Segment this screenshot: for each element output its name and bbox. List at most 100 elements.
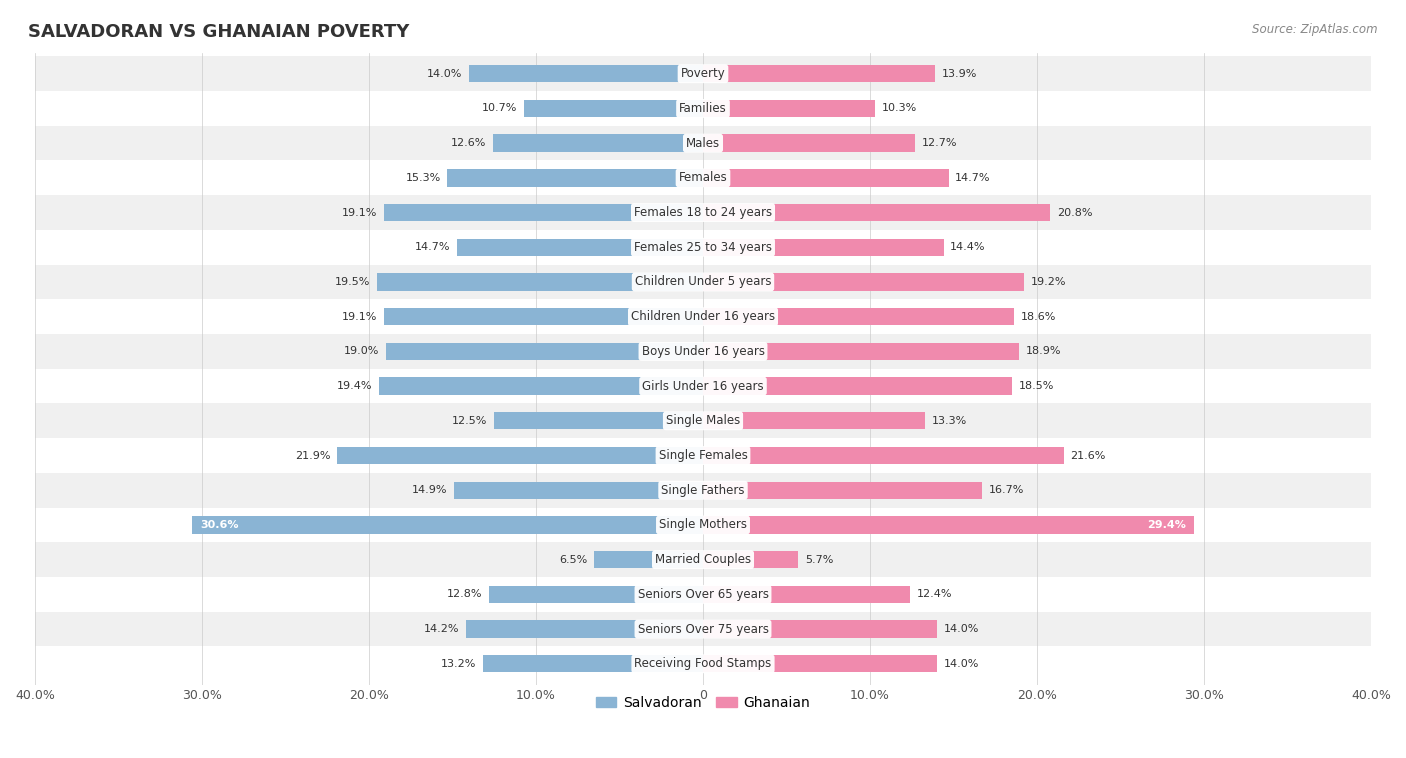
Text: 10.7%: 10.7% [482,103,517,114]
Bar [489,586,703,603]
Text: 20.8%: 20.8% [1057,208,1092,218]
Bar [703,65,935,83]
Text: Single Males: Single Males [666,415,740,428]
Bar [470,65,703,83]
Bar [35,230,1371,265]
Text: Receiving Food Stamps: Receiving Food Stamps [634,657,772,670]
Bar [457,239,703,256]
Bar [384,308,703,325]
Text: 21.9%: 21.9% [295,450,330,461]
Text: Source: ZipAtlas.com: Source: ZipAtlas.com [1253,23,1378,36]
Bar [380,377,703,395]
Text: 14.4%: 14.4% [950,243,986,252]
Bar [703,100,875,117]
Bar [35,91,1371,126]
Bar [35,473,1371,508]
Text: 13.3%: 13.3% [932,416,967,426]
Text: SALVADORAN VS GHANAIAN POVERTY: SALVADORAN VS GHANAIAN POVERTY [28,23,409,41]
Text: 19.1%: 19.1% [342,312,377,321]
Bar [35,577,1371,612]
Text: 19.5%: 19.5% [335,277,371,287]
Bar [703,447,1064,464]
Text: 14.7%: 14.7% [955,173,991,183]
Text: Single Mothers: Single Mothers [659,518,747,531]
Bar [495,412,703,430]
Bar [193,516,703,534]
Text: 29.4%: 29.4% [1147,520,1185,530]
Bar [703,655,936,672]
Text: Children Under 16 years: Children Under 16 years [631,310,775,323]
Text: 12.4%: 12.4% [917,590,952,600]
Bar [703,586,910,603]
Bar [35,161,1371,196]
Bar [703,343,1019,360]
Text: 12.6%: 12.6% [450,138,486,148]
Text: 12.7%: 12.7% [922,138,957,148]
Bar [35,299,1371,334]
Bar [35,126,1371,161]
Bar [35,265,1371,299]
Text: 5.7%: 5.7% [804,555,834,565]
Bar [337,447,703,464]
Bar [35,56,1371,91]
Text: Females 18 to 24 years: Females 18 to 24 years [634,206,772,219]
Bar [447,169,703,186]
Bar [595,551,703,568]
Text: Females 25 to 34 years: Females 25 to 34 years [634,241,772,254]
Text: Females: Females [679,171,727,184]
Bar [703,551,799,568]
Bar [35,196,1371,230]
Text: Poverty: Poverty [681,67,725,80]
Text: 12.5%: 12.5% [453,416,488,426]
Text: 19.0%: 19.0% [343,346,380,356]
Bar [384,204,703,221]
Text: 21.6%: 21.6% [1070,450,1105,461]
Bar [35,334,1371,368]
Bar [703,620,936,637]
Bar [703,377,1012,395]
Bar [35,647,1371,681]
Bar [703,169,949,186]
Bar [35,508,1371,542]
Bar [35,612,1371,647]
Legend: Salvadoran, Ghanaian: Salvadoran, Ghanaian [591,691,815,716]
Text: 14.2%: 14.2% [423,624,460,634]
Text: 19.4%: 19.4% [337,381,373,391]
Text: Girls Under 16 years: Girls Under 16 years [643,380,763,393]
Text: Families: Families [679,102,727,115]
Text: Married Couples: Married Couples [655,553,751,566]
Text: 19.2%: 19.2% [1031,277,1066,287]
Text: Boys Under 16 years: Boys Under 16 years [641,345,765,358]
Bar [703,134,915,152]
Text: 14.7%: 14.7% [415,243,451,252]
Text: 18.6%: 18.6% [1021,312,1056,321]
Bar [465,620,703,637]
Bar [703,481,981,499]
Text: Seniors Over 65 years: Seniors Over 65 years [637,588,769,601]
Text: 19.1%: 19.1% [342,208,377,218]
Text: Children Under 5 years: Children Under 5 years [634,275,772,289]
Bar [703,274,1024,290]
Text: 6.5%: 6.5% [560,555,588,565]
Bar [482,655,703,672]
Text: Males: Males [686,136,720,149]
Bar [454,481,703,499]
Bar [35,542,1371,577]
Text: 15.3%: 15.3% [405,173,441,183]
Bar [524,100,703,117]
Text: Single Fathers: Single Fathers [661,484,745,496]
Bar [35,403,1371,438]
Bar [377,274,703,290]
Text: 13.2%: 13.2% [440,659,475,669]
Bar [703,516,1194,534]
Text: 30.6%: 30.6% [200,520,239,530]
Bar [703,204,1050,221]
Bar [703,239,943,256]
Bar [35,438,1371,473]
Text: 14.0%: 14.0% [943,624,979,634]
Text: 18.9%: 18.9% [1025,346,1062,356]
Text: Single Females: Single Females [658,449,748,462]
Text: 12.8%: 12.8% [447,590,482,600]
Text: 14.0%: 14.0% [427,69,463,79]
Bar [703,412,925,430]
